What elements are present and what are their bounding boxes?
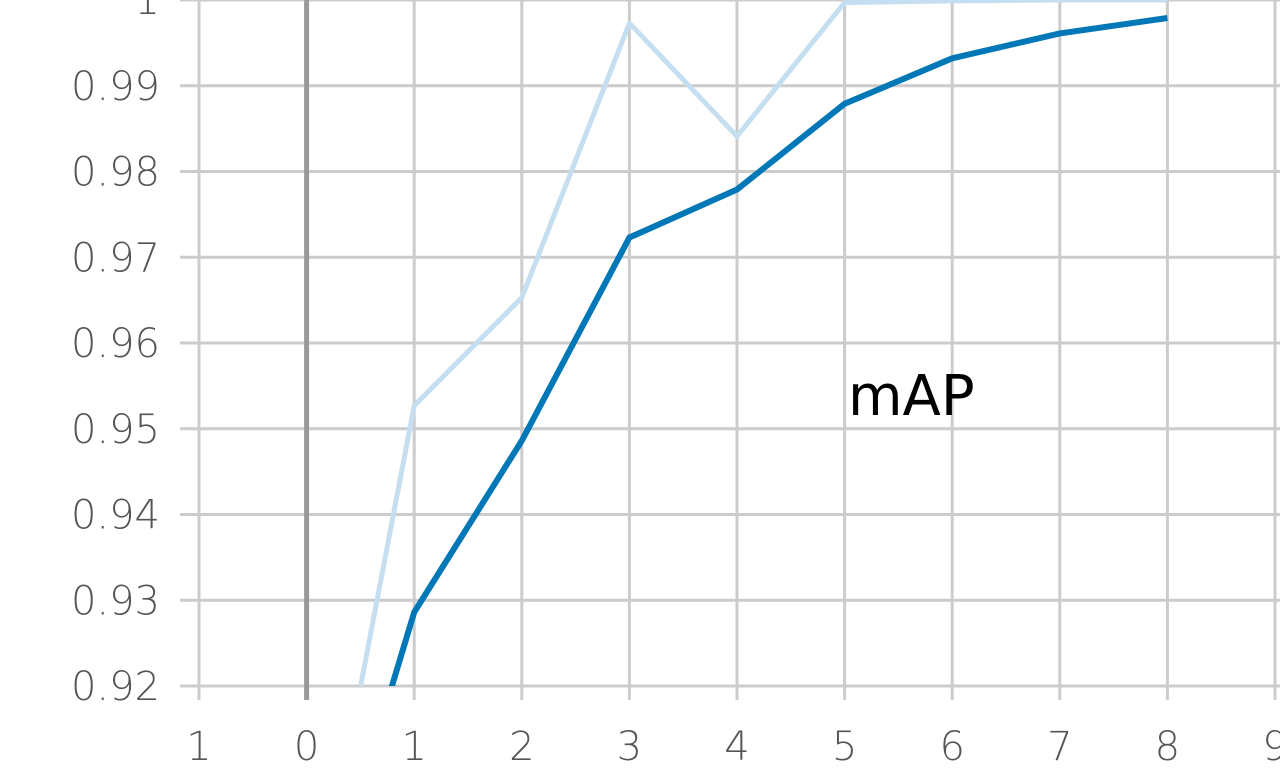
y-tick-label: 0.98: [71, 150, 160, 196]
x-tick-label: 6: [939, 724, 964, 770]
y-tick-label: 0.92: [71, 664, 160, 710]
y-tick-label: 1: [135, 0, 160, 24]
x-tick-label: 0: [294, 724, 319, 770]
y-tick-label: 0.96: [71, 321, 160, 367]
series-line: [388, 15, 1168, 686]
x-tick-label: 7: [1047, 724, 1072, 770]
series-line: [358, 0, 1168, 686]
x-tick-label: 5: [832, 724, 857, 770]
x-tick-label: 3: [617, 724, 642, 770]
y-tick-label: 0.95: [71, 407, 160, 453]
y-tick-label: 0.94: [71, 493, 160, 539]
plot-area: [358, 0, 1168, 686]
y-tick-label: 0.99: [71, 64, 160, 110]
y-tick-label: 0.93: [71, 578, 160, 624]
grid: 0.92 0.93 0.94 0.95 0.96 0.97 0.98 0.99 1 1 0 1 2 3 4 5…: [71, 0, 1280, 770]
x-tick-label: 4: [724, 724, 749, 770]
x-tick-label: 1: [186, 724, 211, 770]
x-tick-label: 9: [1262, 724, 1280, 770]
x-tick-label: 8: [1155, 724, 1180, 770]
x-tick-label: 2: [509, 724, 534, 770]
chart-title: mAP: [848, 364, 975, 429]
y-tick-label: 0.97: [71, 235, 160, 281]
x-tick-label: 1: [401, 724, 426, 770]
